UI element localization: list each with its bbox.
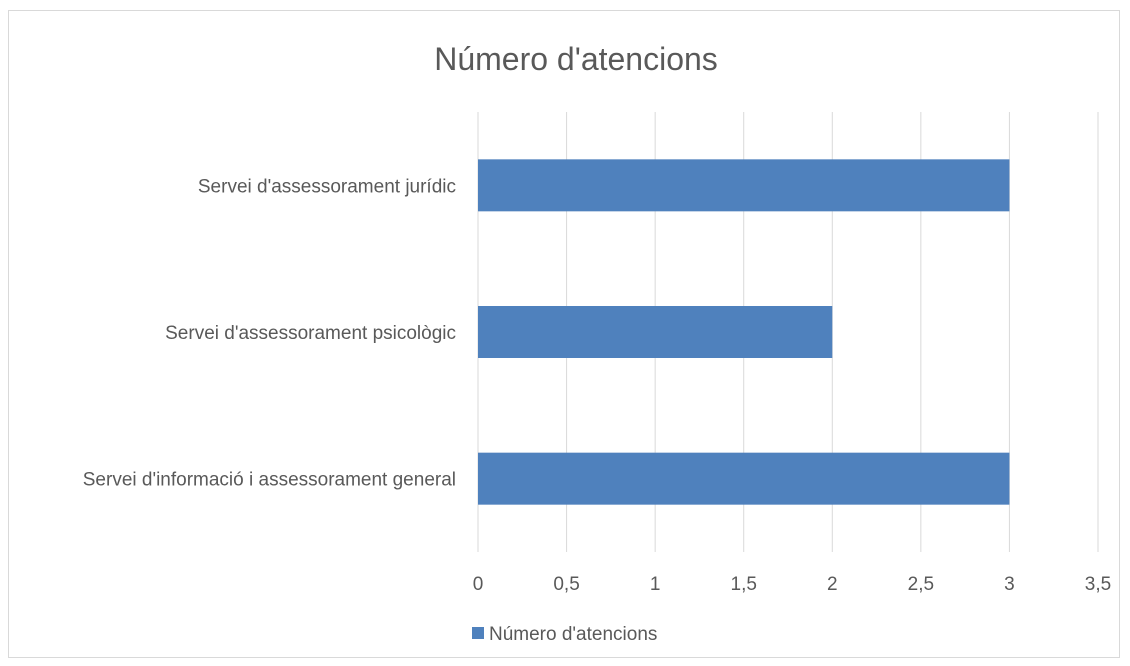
bars	[478, 159, 1010, 505]
x-tick-label: 0	[473, 574, 484, 595]
x-tick-label: 3	[1004, 574, 1015, 595]
x-tick-label: 0,5	[553, 574, 579, 595]
x-tick-label: 2	[827, 574, 838, 595]
x-tick-label: 1	[650, 574, 661, 595]
bar	[478, 452, 1010, 505]
category-label: Servei d'assessorament psicològic	[165, 323, 456, 344]
category-label: Servei d'informació i assessorament gene…	[83, 470, 456, 491]
category-labels: Servei d'assessorament jurídic Servei d'a…	[83, 176, 456, 490]
x-tick-label: 2,5	[908, 574, 934, 595]
legend: Número d'atencions	[472, 624, 657, 645]
bar	[478, 306, 833, 358]
x-tick-label: 3,5	[1085, 574, 1111, 595]
x-tick-label: 1,5	[731, 574, 757, 595]
chart-title: Número d'atencions	[434, 41, 718, 77]
legend-label: Número d'atencions	[489, 624, 657, 645]
category-label: Servei d'assessorament jurídic	[198, 176, 456, 197]
x-tick-labels: 0 0,5 1 1,5 2 2,5 3 3,5	[473, 574, 1112, 595]
legend-swatch	[472, 627, 484, 639]
bar	[478, 159, 1010, 212]
